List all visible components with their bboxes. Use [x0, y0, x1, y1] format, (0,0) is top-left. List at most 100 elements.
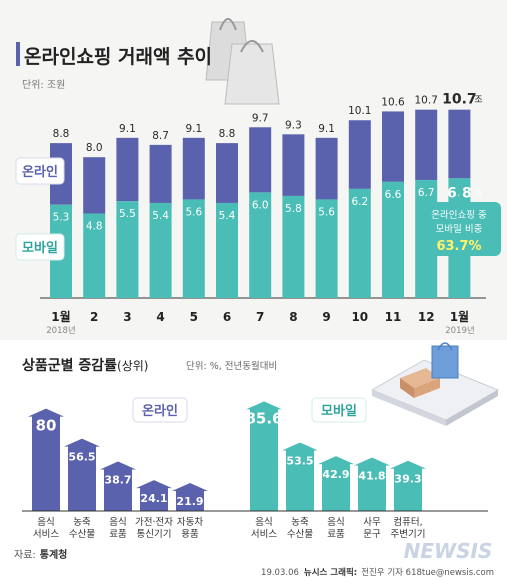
online-value-5: 21.9 [176, 495, 203, 508]
source-name: 통계청 [40, 548, 68, 561]
value-label-mobile-11: 6.6 [385, 189, 402, 201]
month-tick-7: 7 [256, 310, 264, 324]
online-category-4-line-1: 가전·전자 [135, 517, 173, 528]
bar-mobile-5 [182, 199, 205, 298]
bar-online-6 [216, 143, 238, 203]
value-label-mobile-1: 5.3 [53, 212, 70, 224]
callout-line1: 온라인쇼핑 중 [431, 210, 487, 221]
value-label-total-7: 9.7 [252, 112, 269, 124]
month-tick-4: 4 [156, 310, 164, 324]
mobile-arrow-4 [354, 457, 390, 511]
value-label-mobile-9: 5.6 [318, 206, 335, 218]
mobile-category-1-line-1: 음식 [255, 517, 272, 528]
credit-date: 19.03.06 [261, 568, 299, 578]
value-label-mobile-4: 5.4 [152, 210, 169, 222]
value-label-mobile-6: 5.4 [219, 210, 236, 222]
online-arrow-2 [64, 438, 100, 511]
mobile-category-5-line-1: 컴퓨터, [393, 516, 422, 528]
online-category-4-line-2: 통신기기 [137, 529, 172, 540]
online-category-3-line-1: 음식 [109, 517, 126, 528]
bar-online-9 [315, 137, 338, 200]
bar-online-10 [348, 120, 371, 189]
month-tick-10: 10 [351, 310, 368, 324]
bar-mobile-6 [216, 202, 238, 298]
bar-online-13 [448, 109, 471, 179]
mobile-category-5-line-2: 주변기기 [391, 529, 426, 540]
value-label-mobile-10: 6.2 [351, 196, 368, 208]
month-tick-1: 1월 [51, 309, 70, 324]
month-tick-13: 1월 [450, 309, 469, 324]
svg-text:자료:통계청: 자료: 통계청 [14, 548, 67, 561]
mobile-value-4: 41.8 [358, 469, 385, 482]
chart-title: 온라인쇼핑 거래액 추이 [24, 46, 212, 68]
month-tick-2: 2 [90, 310, 98, 324]
mobile-arrow-2 [282, 442, 318, 511]
online-arrow-1 [28, 408, 64, 511]
month-tick-5: 5 [190, 310, 198, 324]
bar-online-2 [83, 157, 106, 214]
section2-title: 상품군별 증감률 [22, 357, 117, 374]
bar-online-12 [415, 109, 438, 181]
mobile-value-5: 39.3 [394, 473, 421, 486]
mobile-value-3: 42.9 [322, 468, 349, 481]
value-label-total-6: 8.8 [219, 128, 236, 140]
badge-mobile: 모바일 [311, 397, 367, 423]
month-tick-11: 11 [385, 310, 402, 324]
mobile-value-1: 85.6 [245, 409, 282, 427]
year-end-label: 2019년 [445, 325, 474, 336]
badge-mobile-label: 모바일 [321, 403, 357, 419]
unit-suffix-total: 조 [474, 96, 482, 106]
bar-online-4 [149, 144, 172, 203]
svg-text:상품군별 증감률(상위): 상품군별 증감률(상위) [22, 357, 149, 374]
bar-online-3 [116, 137, 139, 202]
online-value-2: 56.5 [68, 451, 95, 464]
newsis-watermark: NEWSIS [404, 539, 493, 563]
bar-mobile-3 [116, 201, 139, 298]
online-category-3-line-2: 료품 [109, 529, 127, 540]
mobile-arrow-5 [390, 460, 426, 511]
month-tick-labels: 1월 2 3 4 5 6 7 8 9 10 11 12 1월 [51, 309, 469, 324]
bar-online-11 [382, 111, 404, 182]
mobile-category-2-line-2: 수산물 [287, 529, 313, 540]
shopping-bags-icon [205, 18, 280, 105]
bar-mobile-10 [348, 188, 371, 298]
value-label-total-13: 10.7 [442, 92, 477, 108]
value-label-total-12: 10.7 [415, 95, 438, 107]
online-value-1: 80 [36, 417, 57, 435]
bar-mobile-8 [282, 195, 305, 298]
mobile-arrow-1 [246, 401, 282, 511]
value-label-total-9: 9.1 [318, 123, 335, 135]
badge-online-label: 온라인 [142, 403, 178, 419]
online-category-2-line-1: 농축 [73, 517, 91, 528]
legend-mobile: 모바일 [15, 233, 65, 261]
legend-online: 온라인 [15, 157, 65, 185]
bar-mobile-4 [149, 202, 172, 298]
mobile-category-3-line-1: 음식 [327, 517, 344, 528]
mobile-category-2-line-1: 농축 [291, 517, 309, 528]
mobile-share-callout: 온라인쇼핑 중 모바일 비중 63.7% [417, 194, 501, 256]
value-label-mobile-12: 6.7 [418, 187, 435, 199]
badge-online: 온라인 [132, 397, 188, 423]
online-value-3: 38.7 [104, 473, 131, 486]
unit-label: 단위: 조원 [22, 78, 65, 91]
bar-mobile-11 [382, 181, 404, 298]
source-label: 자료: [14, 549, 36, 561]
value-label-total-2: 8.0 [86, 142, 103, 154]
value-label-mobile-7: 6.0 [252, 199, 269, 211]
mobile-arrow-3 [318, 456, 354, 511]
value-label-total-1: 8.8 [53, 128, 70, 140]
online-arrow-4 [136, 480, 172, 511]
value-label-mobile-5: 5.6 [185, 206, 202, 218]
monthly-value-labels: 8.8 5.3 8.0 4.8 9.1 5.5 8.7 5.4 9.1 5.6 8.8 5.4 9.7 6… [53, 92, 483, 233]
value-label-mobile-3: 5.5 [119, 208, 136, 220]
value-label-mobile-13: 6.8 [447, 185, 472, 201]
online-arrow-5 [172, 482, 208, 511]
section2-title-sub: (상위) [117, 359, 148, 373]
month-tick-12: 12 [418, 310, 435, 324]
credit-agency: 뉴시스 그래픽: [304, 567, 357, 578]
title-accent [16, 42, 20, 66]
